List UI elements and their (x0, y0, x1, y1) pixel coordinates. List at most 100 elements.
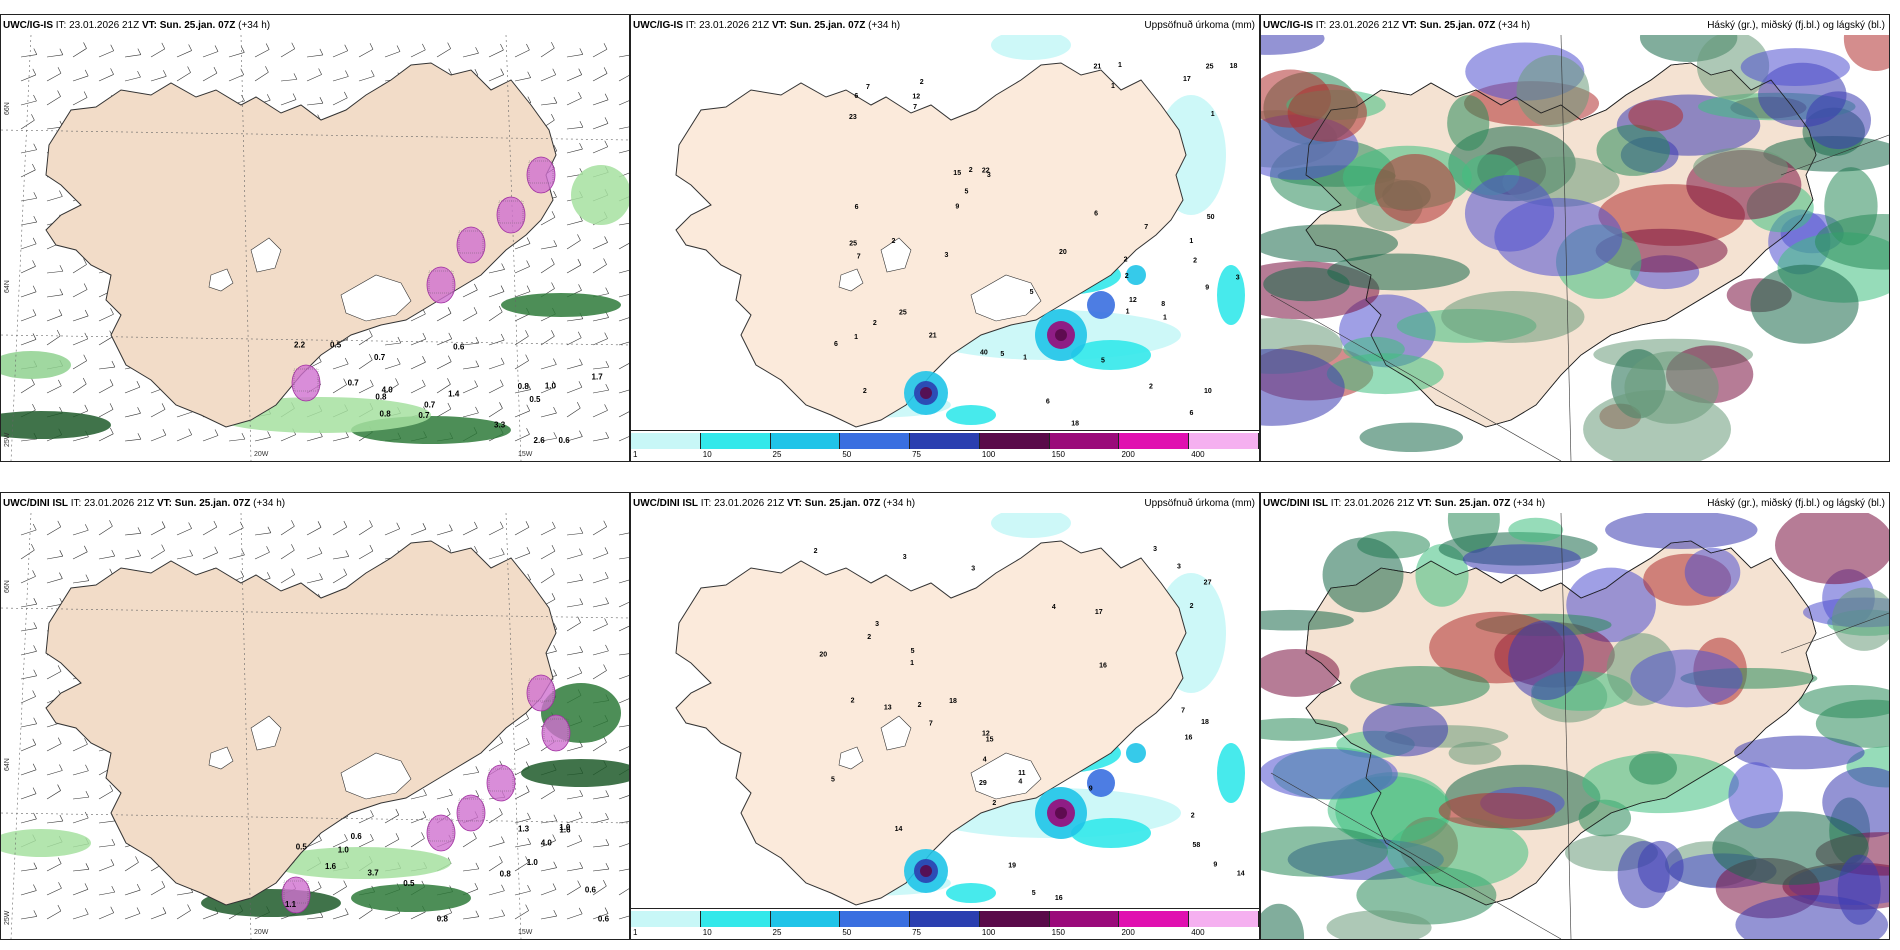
precip-value: 9 (955, 203, 959, 210)
precip-value: 9 (1213, 861, 1217, 868)
wind-barb (358, 550, 373, 560)
wind-barb (488, 385, 504, 394)
precip-value: 2 (863, 388, 867, 395)
precip-value: 40 (980, 349, 988, 356)
wind-barb-flag (553, 623, 558, 630)
wind-map: 0.8 1.0 0.8 1.0 1.0 0.5 0.6 0.6 0.5 1.6 1.6 4.0 3.7 1… (1, 513, 629, 939)
wind-barb (72, 436, 89, 442)
cloud-map (1261, 513, 1889, 939)
panel-precip-dini: UWC/DINI ISL IT: 23.01.2026 21Z VT: Sun.… (630, 492, 1260, 940)
wind-barb-flag (189, 549, 193, 556)
glacier (250, 237, 282, 273)
precip-map: 2122334321612272914131918141511181652793… (631, 513, 1259, 939)
wind-barb-flag (33, 215, 37, 223)
wind-barb (540, 840, 556, 848)
wind-barb (566, 817, 583, 824)
precip-value: 7 (929, 721, 933, 728)
wind-barb-flag (57, 67, 62, 74)
wind-barb-flag (579, 790, 584, 797)
wind-barb-flag (57, 520, 62, 527)
wind-barb (488, 890, 505, 896)
wind-barb (566, 220, 583, 226)
wind-barb (124, 54, 141, 58)
lon-label: 25W (4, 910, 11, 925)
graticule-lon (10, 35, 32, 461)
precip-value: 3 (875, 621, 879, 628)
colorbar-label: 25 (772, 450, 782, 459)
wind-barb-flag (85, 908, 89, 915)
wind-barb (332, 436, 349, 442)
precip-area (1071, 818, 1151, 848)
wind-barb-flag (293, 73, 298, 80)
wind-barb (46, 790, 61, 800)
wind-barb-flag (266, 94, 271, 101)
wind-speed-area (271, 847, 451, 879)
wind-barb (592, 603, 609, 608)
wind-value: 0.5 (529, 395, 541, 404)
wind-barb (410, 528, 427, 536)
cloud-cover-area (1263, 267, 1350, 302)
precip-cell (281, 876, 311, 914)
wind-barb (540, 889, 557, 896)
wind-barb (592, 264, 607, 274)
wind-barb (20, 696, 36, 704)
wind-barb-flag (163, 70, 167, 77)
cloud-cover-area (1386, 817, 1529, 889)
precip-value: 29 (979, 780, 987, 787)
wind-barb-flag (33, 910, 38, 917)
precip-value: 1 (1126, 308, 1130, 315)
wind-barb (202, 435, 219, 442)
graticule-line (1270, 294, 1562, 461)
wind-barb (98, 385, 114, 394)
precip-cell (426, 266, 456, 304)
wind-barb (566, 651, 583, 656)
precip-value: 3 (971, 566, 975, 573)
wind-barb-flag (499, 856, 503, 863)
wind-barb-flag (422, 379, 426, 387)
cloud-cover-area (1462, 544, 1581, 575)
cloud-cover-area (1628, 100, 1684, 132)
wind-barb-flag (85, 764, 89, 771)
graticule-lon (10, 513, 32, 939)
wind-barb (72, 869, 89, 872)
graticule-lon (505, 513, 522, 939)
wind-barb-flag (32, 333, 37, 340)
wind-barb (228, 52, 245, 58)
wind-value: 1.0 (338, 846, 350, 855)
wind-barb-flag (32, 690, 36, 697)
wind-barb-flag (449, 788, 453, 796)
wind-barb (150, 913, 167, 920)
wind-barb-flag (551, 282, 555, 289)
wind-barb-flag (553, 861, 557, 868)
wind-barb (20, 54, 37, 58)
wind-barb (254, 49, 270, 58)
wind-speed-area (1, 411, 111, 439)
wind-speed-area (501, 293, 621, 317)
wind-barb (384, 528, 400, 536)
colorbar-swatch (1189, 911, 1259, 927)
wind-barb-flag (553, 406, 557, 414)
wind-barb-flag (553, 144, 558, 152)
cloud-cover-area (1843, 35, 1889, 72)
wind-barb-flag (32, 285, 37, 292)
wind-barb (514, 291, 531, 298)
wind-barb (488, 842, 505, 848)
wind-barb-flag (33, 884, 37, 891)
wind-barb-flag (422, 43, 426, 51)
wind-barb-flag (370, 379, 374, 387)
precip-value: 19 (1008, 863, 1016, 870)
wind-barb-flag (319, 97, 324, 104)
precip-value: 23 (849, 114, 857, 121)
wind-value: 0.5 (403, 879, 415, 888)
wind-barb (566, 746, 583, 752)
wind-barb-flag (604, 236, 608, 243)
precip-value: 16 (1055, 895, 1063, 902)
cloud-cover-area (1261, 35, 1325, 55)
precip-max (1055, 329, 1067, 341)
wind-barb-flag (604, 618, 608, 625)
wind-barb-flag (501, 836, 505, 843)
precip-cell (496, 196, 526, 234)
wind-barb-flag (188, 44, 192, 51)
precip-value: 2 (918, 702, 922, 709)
wind-barb-flag (32, 570, 36, 577)
